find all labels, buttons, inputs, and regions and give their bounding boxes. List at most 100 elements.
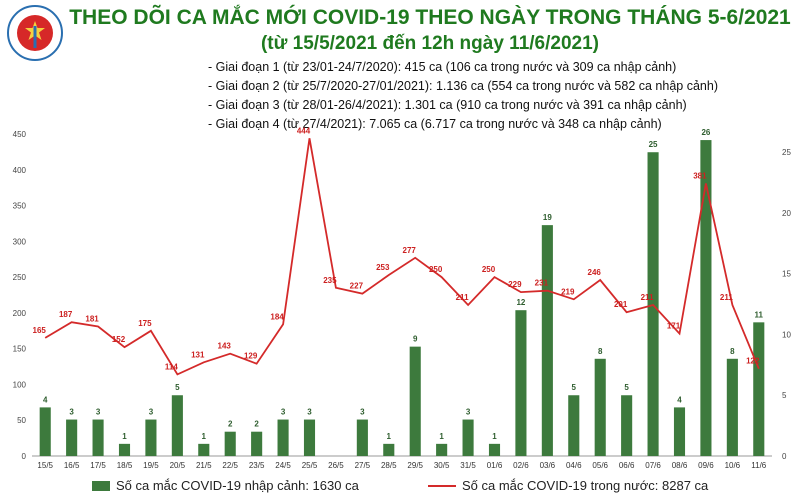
- x-tick-label: 30/5: [434, 461, 450, 470]
- y-left-tick-label: 100: [13, 380, 27, 389]
- bar: [753, 322, 765, 456]
- legend-label-domestic: Số ca mắc COVID-19 trong nước: 8287 ca: [462, 478, 709, 493]
- y-right-tick-label: 10: [782, 330, 791, 339]
- bar-data-label: 1: [492, 432, 497, 441]
- line-data-label: 277: [403, 246, 417, 255]
- bar-data-label: 3: [281, 408, 286, 417]
- x-tick-label: 01/6: [487, 461, 503, 470]
- line-data-label: 181: [85, 314, 99, 323]
- bar-data-label: 12: [516, 298, 525, 307]
- bar-data-label: 4: [677, 395, 682, 404]
- bar: [39, 407, 51, 456]
- y-right-tick-label: 0: [782, 452, 787, 461]
- x-tick-label: 05/6: [592, 461, 608, 470]
- bar: [145, 419, 157, 456]
- bar-data-label: 1: [387, 432, 392, 441]
- chart-title: THEO DÕI CA MẮC MỚI COVID-19 THEO NGÀY T…: [69, 6, 791, 29]
- x-tick-label: 02/6: [513, 461, 529, 470]
- y-right-tick-label: 15: [782, 270, 791, 279]
- legend-item-domestic: Số ca mắc COVID-19 trong nước: 8287 ca: [428, 478, 708, 493]
- line-data-label: 246: [588, 268, 602, 277]
- bar-data-label: 3: [96, 408, 101, 417]
- bar-data-label: 3: [69, 408, 74, 417]
- y-left-tick-label: 150: [13, 345, 27, 354]
- bar-data-label: 2: [254, 420, 259, 429]
- x-tick-label: 25/5: [302, 461, 318, 470]
- x-tick-label: 04/6: [566, 461, 582, 470]
- x-tick-label: 09/6: [698, 461, 714, 470]
- x-tick-label: 03/6: [540, 461, 556, 470]
- bar-data-label: 1: [122, 432, 127, 441]
- line-data-label: 250: [482, 265, 496, 274]
- bar: [594, 358, 606, 456]
- bar: [356, 419, 368, 456]
- line-data-label: 250: [429, 265, 443, 274]
- bar-data-label: 2: [228, 420, 233, 429]
- legend-item-imported: Số ca mắc COVID-19 nhập cảnh: 1630 ca: [92, 478, 359, 493]
- x-tick-label: 21/5: [196, 461, 212, 470]
- y-right-tick-label: 25: [782, 148, 791, 157]
- bar: [171, 395, 183, 456]
- x-tick-label: 22/5: [222, 461, 238, 470]
- y-left-tick-label: 400: [13, 166, 27, 175]
- bar: [488, 443, 501, 456]
- bar-data-label: 8: [598, 347, 603, 356]
- line-data-label: 171: [667, 322, 681, 331]
- chart-subtitle: (từ 15/5/2021 đến 12h ngày 11/6/2021): [260, 33, 599, 54]
- bar: [409, 346, 421, 456]
- phase-notes: - Giai đoạn 1 (từ 23/01-24/7/2020): 415 …: [208, 58, 718, 134]
- x-tick-label: 10/6: [725, 461, 741, 470]
- bar: [303, 419, 316, 456]
- bar: [251, 431, 263, 456]
- bar-data-label: 5: [572, 383, 577, 392]
- line-data-label: 184: [270, 312, 284, 321]
- legend-label-imported: Số ca mắc COVID-19 nhập cảnh: 1630 ca: [116, 478, 359, 493]
- bar-data-label: 1: [202, 432, 207, 441]
- phase-note: - Giai đoạn 1 (từ 23/01-24/7/2020): 415 …: [208, 60, 677, 74]
- bar-data-label: 19: [543, 213, 552, 222]
- line-data-label: 253: [376, 263, 390, 272]
- line-series: [44, 138, 760, 376]
- line-data-label: 152: [112, 335, 126, 344]
- line-data-label: 187: [59, 310, 73, 319]
- bar: [462, 419, 474, 456]
- x-tick-label: 20/5: [170, 461, 186, 470]
- ministry-logo-icon: [7, 5, 63, 61]
- y-left-tick-label: 350: [13, 202, 27, 211]
- y-left-tick-label: 300: [13, 237, 27, 246]
- bar-data-label: 9: [413, 335, 418, 344]
- bar: [436, 443, 448, 456]
- bar: [621, 395, 633, 456]
- line-data-label: 444: [297, 126, 311, 135]
- y-left-tick-label: 200: [13, 309, 27, 318]
- bar: [568, 395, 580, 456]
- x-tick-label: 16/5: [64, 461, 80, 470]
- x-tick-label: 26/5: [328, 461, 344, 470]
- line-data-label: 211: [641, 293, 654, 302]
- bar-data-label: 3: [466, 408, 471, 417]
- line-data-label: 235: [323, 276, 337, 285]
- line-data-label: 122: [746, 357, 760, 366]
- bar-data-label: 1: [439, 432, 444, 441]
- bar-data-label: 3: [360, 408, 365, 417]
- bar: [277, 419, 289, 456]
- x-tick-label: 29/5: [407, 461, 423, 470]
- line-data-label: 129: [244, 352, 258, 361]
- line-data-label: 165: [33, 326, 47, 335]
- bar-data-label: 5: [175, 383, 180, 392]
- line-data-label: 219: [561, 287, 575, 296]
- x-tick-label: 06/6: [619, 461, 635, 470]
- phase-note: - Giai đoạn 4 (từ 27/4/2021): 7.065 ca (…: [208, 117, 662, 131]
- bar: [383, 443, 395, 456]
- bar-data-label: 11: [755, 310, 764, 319]
- bar: [118, 443, 131, 456]
- line-data-label: 381: [693, 171, 707, 180]
- line-data-label: 143: [218, 342, 232, 351]
- x-tick-label: 24/5: [275, 461, 291, 470]
- line-data-label: 227: [350, 282, 364, 291]
- line-data-label: 114: [165, 362, 178, 371]
- phase-note: - Giai đoạn 2 (từ 25/7/2020-27/01/2021):…: [208, 79, 718, 93]
- bar: [700, 140, 712, 456]
- bar-data-label: 3: [307, 408, 312, 417]
- bar: [541, 225, 553, 456]
